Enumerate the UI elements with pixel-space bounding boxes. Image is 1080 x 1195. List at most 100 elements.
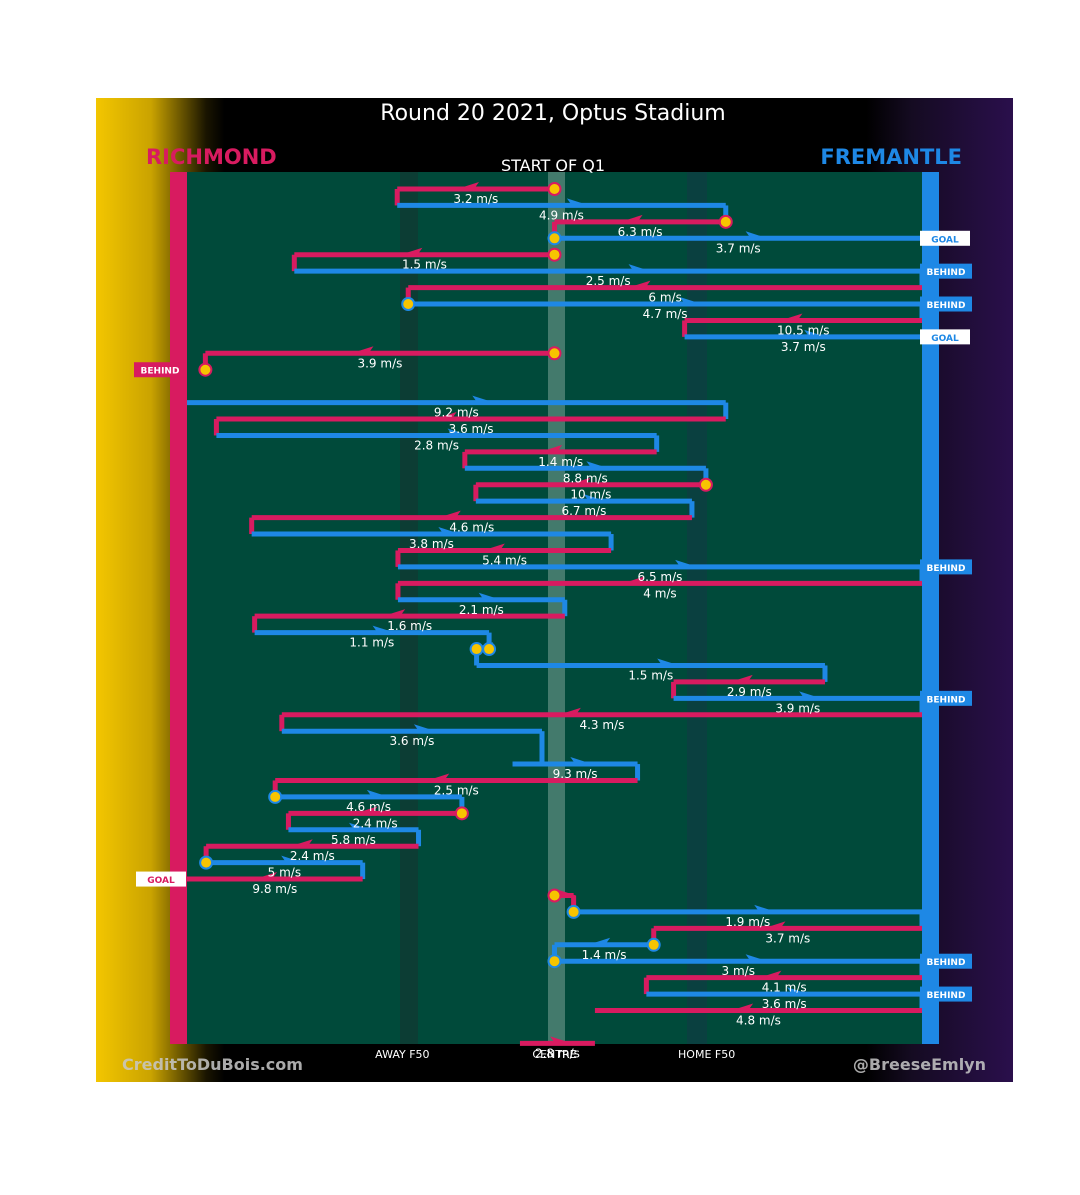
turnover-marker — [469, 642, 484, 657]
outcome-label: GOAL — [147, 876, 175, 886]
speed-label: 3.2 m/s — [453, 192, 498, 206]
speed-label: 3 m/s — [722, 964, 755, 978]
outcome-badge — [920, 329, 970, 345]
chain-direction-arrow — [786, 987, 809, 997]
ball-up-marker — [646, 937, 661, 952]
speed-label: 6.7 m/s — [561, 504, 606, 518]
chain-direction-arrow — [290, 839, 313, 849]
ball-up-marker — [199, 855, 214, 870]
chain-direction-arrow — [586, 461, 609, 471]
speed-label: 3.6 m/s — [449, 422, 494, 436]
speed-label: 10.5 m/s — [777, 323, 830, 337]
chart-title: Round 20 2021, Optus Stadium — [380, 101, 725, 126]
chain-direction-arrow — [570, 757, 593, 767]
outcome-label: BEHIND — [927, 564, 966, 574]
speed-label: 1.1 m/s — [349, 636, 394, 650]
outcome-badge — [920, 230, 970, 246]
speed-label: 2.4 m/s — [353, 816, 398, 830]
chain-direction-arrow — [281, 855, 304, 865]
credit-left: CreditToDuBois.com — [122, 1055, 303, 1074]
chain-direction-arrow — [472, 395, 495, 405]
outcome-label: BEHIND — [927, 695, 966, 705]
ball-up-marker — [718, 214, 733, 229]
speed-label: 3.6 m/s — [389, 734, 434, 748]
speed-label: 8.8 m/s — [563, 471, 608, 485]
chain-direction-arrow — [366, 789, 389, 799]
chart-frame: 3.2 m/s 4.9 m/s 6.3 m/s 3.7 m/s GOAL 1.5 m/s 2… — [96, 98, 1013, 1082]
outcome-badge — [920, 690, 972, 706]
speed-label: 2.5 m/s — [586, 274, 631, 288]
chain-direction-arrow — [348, 822, 371, 832]
kick-chain-chart: 3.2 m/s 4.9 m/s 6.3 m/s 3.7 m/s GOAL 1.5 m/s 2… — [122, 101, 986, 1074]
outcome-badge — [920, 263, 972, 279]
chain-direction-arrow — [763, 921, 786, 931]
chain-direction-arrow — [540, 444, 563, 454]
speed-label: 4.6 m/s — [346, 800, 391, 814]
chain-direction-arrow — [383, 609, 406, 619]
speed-label: 3.9 m/s — [357, 356, 402, 370]
ball-up-marker — [547, 247, 562, 262]
outcome-badge — [920, 986, 972, 1002]
speed-label: 2.9 m/s — [727, 685, 772, 699]
ball-up-marker — [566, 904, 581, 919]
turnover-marker — [198, 362, 213, 377]
outcome-label: BEHIND — [927, 991, 966, 1001]
speed-label: 9.8 m/s — [252, 882, 297, 896]
fremantle-goal-line — [922, 172, 939, 1044]
chain-direction-arrow — [447, 428, 470, 438]
ball-up-marker — [547, 888, 562, 903]
chain-direction-arrow — [620, 214, 643, 224]
outcome-label: BEHIND — [927, 268, 966, 278]
speed-label: 3.9 m/s — [775, 701, 820, 715]
ball-up-marker — [454, 806, 469, 821]
speed-label: 4.9 m/s — [539, 208, 584, 222]
speed-label: 4.8 m/s — [736, 1014, 781, 1028]
team-right-name: FREMANTLE — [820, 145, 962, 169]
x-tick-label: CENTRE — [532, 1048, 576, 1061]
chain-direction-arrow — [754, 904, 777, 914]
away-f50-line — [400, 172, 418, 1044]
chain-direction-arrow — [657, 658, 680, 668]
credit-right: @BreeseEmlyn — [853, 1055, 986, 1074]
chain-direction-arrow — [456, 182, 479, 191]
chain-direction-arrow — [566, 198, 589, 208]
ball-up-marker — [547, 346, 562, 361]
chain-direction-arrow — [745, 954, 768, 964]
speed-label: 2.5 m/s — [434, 783, 479, 797]
outcome-badge — [920, 296, 972, 312]
outcome-badge — [920, 559, 972, 575]
chain-direction-arrow — [804, 329, 827, 339]
chain-direction-arrow — [255, 872, 278, 882]
speed-label: 6.5 m/s — [638, 570, 683, 584]
outcome-label: GOAL — [931, 334, 959, 344]
chain-direction-arrow — [427, 773, 450, 783]
chain-direction-arrow — [730, 674, 753, 684]
outcome-label: BEHIND — [141, 367, 180, 377]
chain-direction-arrow — [731, 1003, 754, 1013]
chain-direction-arrow — [799, 691, 822, 701]
x-tick-label: HOME F50 — [678, 1048, 735, 1061]
chain-direction-arrow — [583, 494, 606, 504]
x-tick-label: AWAY F50 — [375, 1048, 429, 1061]
chain-direction-arrow — [438, 527, 461, 537]
outcome-label: GOAL — [931, 235, 959, 245]
chain-direction-arrow — [413, 724, 436, 734]
chain-direction-arrow — [355, 806, 378, 816]
ball-up-marker — [547, 182, 562, 196]
chain-direction-arrow — [745, 231, 768, 241]
ball-up-marker — [698, 477, 713, 492]
ball-up-marker — [482, 642, 497, 657]
outcome-badge — [134, 362, 186, 378]
speed-label: 2.8 m/s — [535, 1046, 580, 1060]
chain-direction-arrow — [759, 970, 782, 980]
chain-direction-arrow — [780, 313, 803, 323]
chain-direction-arrow — [628, 264, 651, 274]
chain-direction-arrow — [550, 1036, 573, 1046]
chain-direction-arrow — [679, 297, 702, 307]
chain-direction-arrow — [568, 477, 591, 487]
chain-direction-arrow — [622, 576, 645, 586]
ball-up-marker — [401, 297, 416, 312]
ball-up-marker — [547, 231, 562, 246]
speed-label: 3.8 m/s — [409, 537, 454, 551]
speed-label: 5.8 m/s — [331, 833, 376, 847]
